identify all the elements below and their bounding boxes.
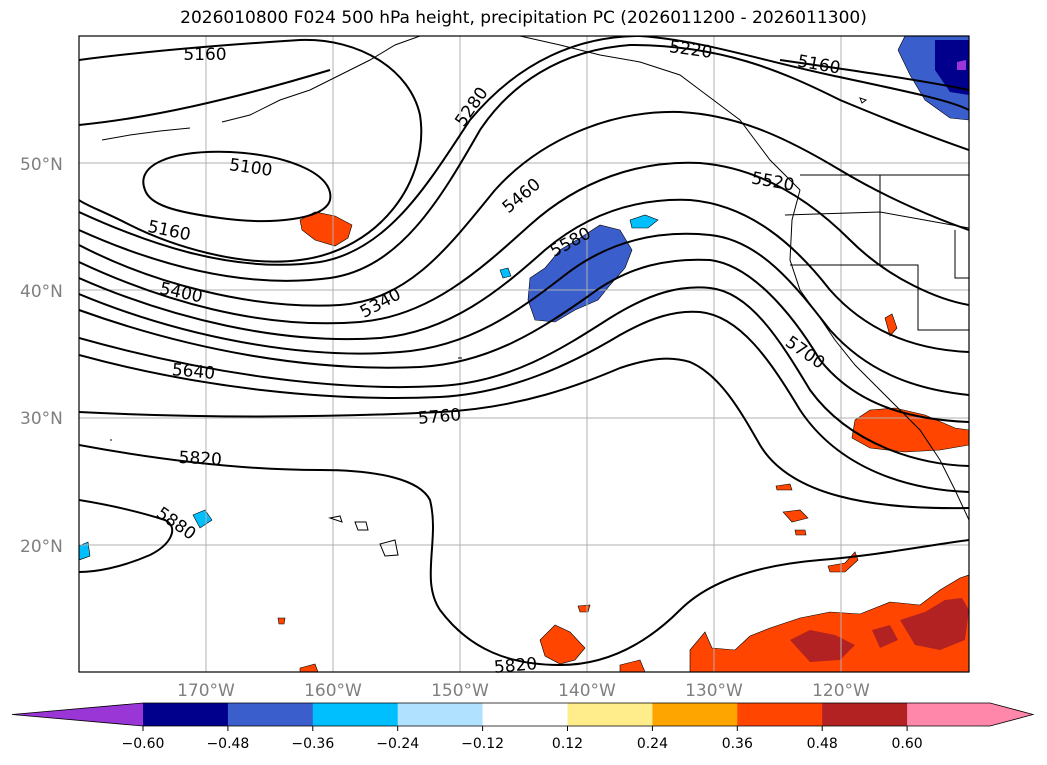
precip-shading: [79, 36, 969, 672]
colorbar-tick-label: 0.48: [807, 736, 838, 752]
precip-dot-1: [775, 483, 793, 491]
contour-5820w: [79, 444, 969, 667]
precip-dot-2: [782, 509, 809, 523]
coastlines: [101, 36, 969, 557]
precip-blob-small-1: [629, 214, 659, 229]
contour-5580: [79, 258, 969, 423]
contour-5160ne: [779, 59, 969, 91]
colorbar-tick-label: 0.24: [637, 736, 668, 752]
contour-5280: [79, 43, 969, 282]
colorbar-tick-label: −0.48: [206, 736, 249, 752]
lon-labels: 170°W 160°W 150°W 140°W 130°W 120°W: [177, 681, 870, 701]
contour-5100: [142, 150, 332, 222]
map-frame: [78, 35, 970, 673]
lat-label-40n: 40°N: [20, 282, 63, 302]
colorbar-tick-label: −0.60: [122, 736, 165, 752]
contour-5880: [79, 499, 174, 573]
colorbar-tick-label: −0.12: [461, 736, 504, 752]
colorbar-segment: [737, 703, 823, 726]
contour-label-5820-s: 5820: [493, 654, 538, 678]
colorbar-segment: [907, 703, 990, 726]
contour-5640: [79, 286, 969, 467]
precip-blob-ne-purple: [957, 60, 966, 70]
contour-5700: [79, 310, 969, 493]
lat-label-50n: 50°N: [20, 155, 63, 175]
colorbar-segment: [567, 703, 653, 726]
colorbar-tick-label: 0.60: [892, 736, 923, 752]
precip-blob-sw1: [192, 509, 213, 529]
precip-field-se: [689, 574, 969, 672]
precip-blob-cal: [884, 313, 898, 337]
colorbar: −0.60 −0.48 −0.36 −0.24 −0.12 0.12 0.24 0.36 0.4…: [11, 702, 1035, 752]
colorbar-segment: [227, 703, 314, 726]
height-contours: [79, 36, 969, 667]
lon-label-120w: 120°W: [812, 681, 870, 701]
lon-label-140w: 140°W: [558, 681, 616, 701]
precip-field-se-core1: [790, 630, 855, 662]
colorbar-segments: [11, 702, 1035, 727]
colorbar-tick-label: −0.24: [376, 736, 419, 752]
colorbar-segment: [312, 703, 399, 726]
contour-label-5640: 5640: [171, 360, 216, 384]
contour-label-5760: 5760: [417, 405, 462, 429]
colorbar-extend-low: [12, 703, 143, 726]
lat-labels: 50°N 40°N 30°N 20°N: [20, 155, 63, 557]
contour-5760: [79, 357, 969, 510]
map-frame-bg: [79, 36, 969, 672]
contour-5400: [79, 161, 969, 325]
contour-5160b: [79, 69, 331, 126]
colorbar-ticks: −0.60 −0.48 −0.36 −0.24 −0.12 0.12 0.24 0.36 0.4…: [122, 726, 923, 752]
precip-blob-sw2: [79, 541, 91, 561]
precip-dot-5: [577, 604, 591, 613]
precip-field-se-core3: [872, 625, 898, 648]
precip-blob-ne-core: [935, 40, 969, 95]
precip-field-se-core2: [900, 598, 969, 650]
contour-label-5820-w: 5820: [178, 448, 222, 470]
precip-dot-6: [277, 617, 286, 625]
lon-label-150w: 150°W: [431, 681, 489, 701]
colorbar-segment: [143, 703, 229, 726]
precip-field-south: [539, 624, 586, 665]
colorbar-segment: [822, 703, 908, 726]
contour-5520: [79, 232, 969, 396]
colorbar-tick-label: 0.12: [552, 736, 583, 752]
colorbar-segment: [397, 703, 484, 726]
colorbar-segment: [482, 703, 568, 726]
lat-label-20n: 20°N: [20, 537, 63, 557]
precip-blob-low: [299, 211, 353, 247]
lon-label-130w: 130°W: [685, 681, 743, 701]
contour-5460: [79, 198, 969, 353]
precip-dot-3: [794, 529, 807, 536]
precip-blob-small-2: [499, 267, 512, 279]
lon-label-160w: 160°W: [304, 681, 362, 701]
map-title: 2026010800 F024 500 hPa height, precipit…: [180, 8, 867, 28]
colorbar-extend-high: [990, 703, 1033, 726]
contour-5340: [79, 110, 969, 307]
colorbar-segment: [652, 703, 738, 726]
contour-5160: [79, 38, 423, 263]
contour-5220: [79, 36, 969, 266]
colorbar-tick-label: 0.36: [722, 736, 753, 752]
lon-label-170w: 170°W: [177, 681, 235, 701]
precip-dot-8: [619, 659, 646, 672]
lat-label-30n: 30°N: [20, 409, 63, 429]
colorbar-tick-label: −0.36: [291, 736, 334, 752]
precip-dot-7: [299, 663, 319, 672]
contour-label-5160-nw: 5160: [183, 45, 226, 65]
